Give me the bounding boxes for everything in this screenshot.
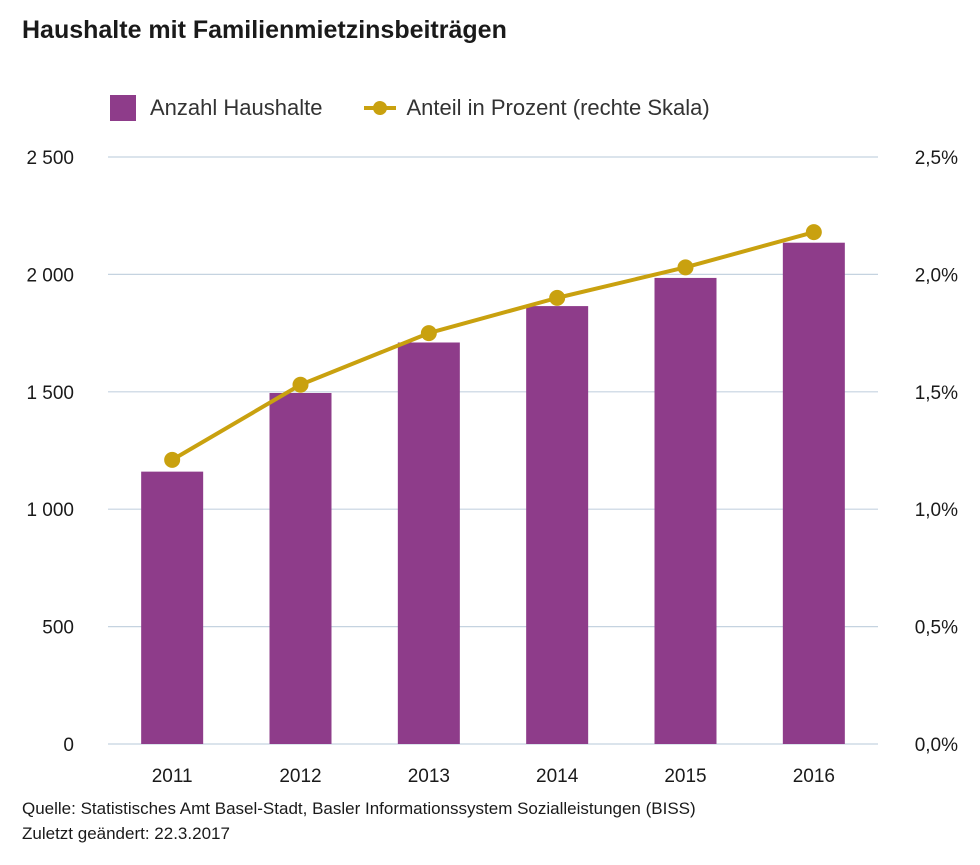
bar-2014 xyxy=(526,306,589,744)
share-line xyxy=(171,230,815,462)
source-note: Quelle: Statistisches Amt Basel-Stadt, B… xyxy=(22,799,696,818)
legend: Anzahl Haushalte Anteil in Prozent (rech… xyxy=(110,95,752,121)
share-point-2012 xyxy=(292,376,309,393)
y-left-tick-label: 2 000 xyxy=(26,265,74,286)
share-point-2016 xyxy=(805,224,822,241)
x-tick-label: 2013 xyxy=(408,766,450,787)
share-point-2013 xyxy=(420,325,437,342)
legend-item-bars: Anzahl Haushalte xyxy=(110,95,322,121)
share-point-2015 xyxy=(677,259,694,276)
legend-item-line: Anteil in Prozent (rechte Skala) xyxy=(364,95,710,121)
y-right-tick-label: 0,0% xyxy=(915,735,958,756)
bar-2015 xyxy=(654,277,717,744)
legend-bar-label: Anzahl Haushalte xyxy=(150,95,323,120)
x-tick-label: 2016 xyxy=(793,766,835,787)
x-tick-label: 2015 xyxy=(664,766,706,787)
legend-bar-swatch xyxy=(110,95,136,121)
y-left-tick-label: 1 500 xyxy=(26,383,74,404)
y-left-tick-label: 2 500 xyxy=(26,148,74,169)
y-right-tick-label: 0,5% xyxy=(915,618,958,639)
last-updated: Zuletzt geändert: 22.3.2017 xyxy=(22,824,230,843)
y-right-tick-label: 2,5% xyxy=(915,148,958,169)
y-left-tick-label: 500 xyxy=(42,618,74,639)
x-tick-label: 2014 xyxy=(536,766,579,787)
bar-2011 xyxy=(141,471,204,744)
y-right-tick-label: 2,0% xyxy=(915,265,958,286)
x-tick-label: 2012 xyxy=(279,766,321,787)
share-point-2014 xyxy=(549,289,566,306)
legend-line-swatch xyxy=(364,95,397,121)
y-left-tick-label: 0 xyxy=(63,735,74,756)
bar-2013 xyxy=(397,342,460,744)
y-left-tick-label: 1 000 xyxy=(26,500,74,521)
legend-line-label: Anteil in Prozent (rechte Skala) xyxy=(406,95,710,120)
chart-title: Haushalte mit Familienmietzinsbeiträgen xyxy=(22,16,507,44)
y-right-tick-label: 1,0% xyxy=(915,500,958,521)
y-right-tick-label: 1,5% xyxy=(915,383,958,404)
bar-2012 xyxy=(269,392,332,744)
x-tick-label: 2011 xyxy=(152,766,193,787)
share-point-2011 xyxy=(164,451,181,468)
footer: Quelle: Statistisches Amt Basel-Stadt, B… xyxy=(22,796,696,846)
bar-2016 xyxy=(782,242,845,744)
